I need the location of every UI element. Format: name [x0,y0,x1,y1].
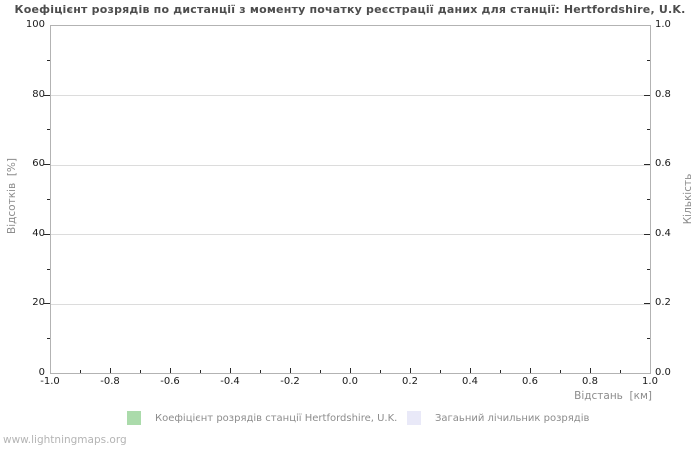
x-tick-0.6: 0.6 [522,376,538,387]
y-right-tickmark [647,129,650,130]
y-right-tickmark [644,234,650,235]
x-axis-tickmark [380,370,381,373]
y-left-tickmark [44,303,50,304]
x-axis-tickmark [170,368,171,373]
y-right-tick-0.4: 0.4 [655,228,671,239]
x-axis-tickmark [590,368,591,373]
legend: Коефіцієнт розрядів станції Hertfordshir… [0,410,700,426]
x-axis-tickmark [200,370,201,373]
y-left-tick-80: 80 [32,89,45,100]
y-right-tickmark [647,269,650,270]
x-axis-tickmark [470,368,471,373]
x-axis-tickmark [500,370,501,373]
y-left-tick-100: 100 [25,19,45,30]
x-tick--0.2: -0.2 [280,376,300,387]
y-left-tickmark [47,269,50,270]
gridline-40 [51,234,650,235]
y-right-tick-0.2: 0.2 [655,297,671,308]
x-axis-tickmark [80,370,81,373]
x-tick--1.0: -1.0 [40,376,60,387]
y-right-tick-1.0: 1.0 [655,19,671,30]
y-right-tickmark [644,303,650,304]
y-axis-left-label: Відсотків [%] [6,158,18,234]
y-left-tickmark [44,164,50,165]
x-axis-label: Відстань [км] [574,390,652,402]
legend-swatch-station-coefficient-icon [127,411,141,425]
x-axis-tickmark [290,368,291,373]
y-axis-right-label: Кількість [682,173,694,225]
x-tick--0.6: -0.6 [160,376,180,387]
x-axis-tickmark [110,368,111,373]
plot-area [50,25,651,374]
x-tick-0.2: 0.2 [402,376,418,387]
y-left-tick-60: 60 [32,158,45,169]
y-left-tickmark [44,95,50,96]
watermark-text: www.lightningmaps.org [3,434,127,446]
x-tick--0.8: -0.8 [100,376,120,387]
gridline-60 [51,165,650,166]
y-left-tick-40: 40 [32,228,45,239]
legend-label-station-coefficient: Коефіцієнт розрядів станції Hertfordshir… [155,413,398,424]
y-right-tickmark [647,338,650,339]
y-right-tick-0.6: 0.6 [655,158,671,169]
y-right-tickmark [647,60,650,61]
x-axis-tickmark [260,370,261,373]
x-tick-1.0: 1.0 [642,376,658,387]
x-tick-0.4: 0.4 [462,376,478,387]
chart-title: Коефіцієнт розрядів по дистанції з момен… [14,3,686,16]
x-tick-0.0: 0.0 [342,376,358,387]
legend-label-total-counter: Загаьний лічильник розрядів [435,413,590,424]
y-left-tick-0: 0 [38,367,45,378]
y-left-tickmark [47,338,50,339]
y-left-tickmark [47,199,50,200]
x-tick-0.8: 0.8 [582,376,598,387]
y-left-tickmark [44,234,50,235]
y-right-tickmark [647,199,650,200]
x-axis-tickmark [620,370,621,373]
x-axis-tickmark [530,368,531,373]
y-left-tickmark [47,129,50,130]
y-right-tick-0.8: 0.8 [655,89,671,100]
x-axis-tickmark [350,368,351,373]
y-right-tickmark [644,95,650,96]
y-right-tickmark [644,164,650,165]
y-right-tick-0.0: 0.0 [655,367,671,378]
gridline-80 [51,95,650,96]
x-axis-tickmark [320,370,321,373]
x-axis-tickmark [560,370,561,373]
x-tick--0.4: -0.4 [220,376,240,387]
x-axis-tickmark [410,368,411,373]
gridline-20 [51,304,650,305]
x-axis-tickmark [140,370,141,373]
x-axis-tickmark [230,368,231,373]
y-left-tickmark [47,60,50,61]
y-left-tick-20: 20 [32,297,45,308]
legend-swatch-total-counter-icon [407,411,421,425]
x-axis-tickmark [440,370,441,373]
